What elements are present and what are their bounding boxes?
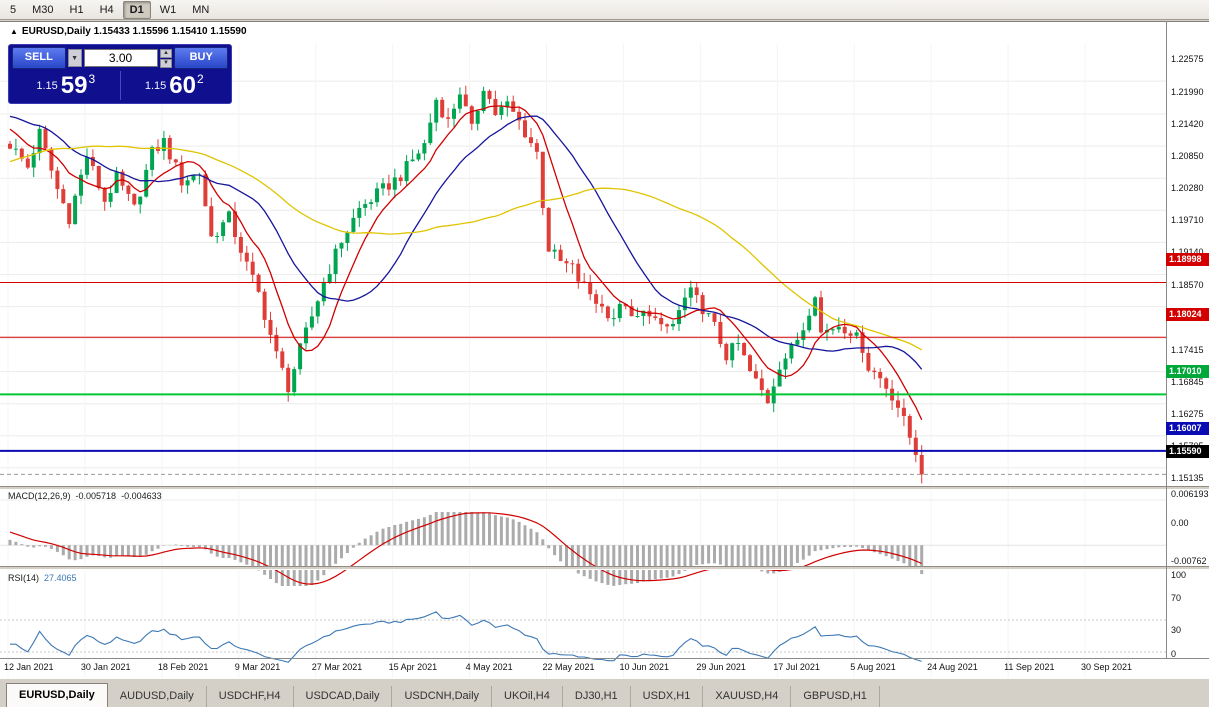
- macd-name: MACD(12,26,9): [8, 491, 71, 501]
- price-line-badge: 1.15590: [1166, 445, 1209, 459]
- chart-header: ▲ EURUSD,Daily 1.15433 1.15596 1.15410 1.…: [10, 26, 247, 37]
- chart-tab-xauusd[interactable]: XAUUSD,H4: [703, 686, 792, 707]
- price-axis-tick: 1.21420: [1171, 119, 1204, 130]
- macd-value-main: -0.005718: [75, 491, 117, 501]
- chart-tab-audusd[interactable]: AUDUSD,Daily: [108, 686, 207, 707]
- one-click-controls-row: SELL ▼ ▲ ▼ BUY: [12, 47, 228, 69]
- sell-price-small: 1.15: [36, 79, 58, 92]
- price-axis-tick: 1.15135: [1171, 472, 1204, 483]
- chart-tab-ukoil[interactable]: UKOil,H4: [492, 686, 563, 707]
- price-axis-tick: 1.19140: [1171, 247, 1204, 258]
- price-axis-separator: [1166, 21, 1167, 658]
- date-axis-label: 18 Feb 2021: [157, 662, 209, 672]
- date-axis-label: 9 Mar 2021: [234, 662, 281, 672]
- volume-up-icon[interactable]: ▲: [159, 49, 173, 58]
- chart-tab-usdchf[interactable]: USDCHF,H4: [207, 686, 294, 707]
- macd-value-signal: -0.004633: [121, 491, 162, 501]
- one-click-trading-panel: SELL ▼ ▲ ▼ BUY 1.15 59 3 1.15 60 2: [8, 44, 232, 104]
- chart-tab-usdx[interactable]: USDX,H1: [631, 686, 704, 707]
- date-axis-label: 17 Jul 2021: [773, 662, 820, 672]
- panel-separator-macd[interactable]: [0, 486, 1209, 490]
- buy-price-display[interactable]: 1.15 60 2: [121, 71, 229, 100]
- macd-axis-label: 0.006193: [1171, 489, 1209, 499]
- date-axis-separator: [0, 658, 1209, 659]
- rsi-axis-label: 0: [1171, 649, 1177, 659]
- chart-window: [0, 21, 1209, 678]
- date-axis-label: 27 Mar 2021: [311, 662, 363, 672]
- price-axis-tick: 1.20850: [1171, 151, 1204, 162]
- buy-button[interactable]: BUY: [174, 47, 228, 69]
- date-axis-label: 4 May 2021: [465, 662, 513, 672]
- rsi-name: RSI(14): [8, 573, 40, 583]
- timeframe-button-5[interactable]: 5: [10, 3, 17, 16]
- price-axis-tick: 1.17415: [1171, 344, 1204, 355]
- rsi-axis-label: 30: [1171, 625, 1182, 635]
- sell-price-sup: 3: [88, 71, 96, 86]
- rsi-value: 27.4065: [44, 573, 77, 583]
- date-axis-label: 22 May 2021: [542, 662, 595, 672]
- timeframe-button-m30[interactable]: M30: [32, 3, 54, 16]
- timeframe-button-h1[interactable]: H1: [69, 3, 84, 16]
- chart-tab-bar: EURUSD,Daily AUDUSD,Daily USDCHF,H4 USDCAD,…: [0, 678, 1209, 707]
- rsi-axis-label: 70: [1171, 593, 1182, 603]
- chart-ohlc-values: 1.15433 1.15596 1.15410 1.15590: [93, 26, 247, 37]
- one-click-prices-row: 1.15 59 3 1.15 60 2: [12, 71, 228, 100]
- date-axis-label: 11 Sep 2021: [1004, 662, 1055, 672]
- buy-price-sup: 2: [196, 71, 204, 86]
- macd-indicator-label: MACD(12,26,9) -0.005718 -0.004633: [8, 491, 162, 501]
- date-axis-label: 15 Apr 2021: [388, 662, 438, 672]
- macd-axis-label: 0.00: [1171, 518, 1189, 529]
- chart-tab-usdcnh[interactable]: USDCNH,Daily: [392, 686, 493, 707]
- sell-button[interactable]: SELL: [12, 47, 66, 69]
- date-axis-label: 5 Aug 2021: [850, 662, 896, 672]
- date-axis-label: 29 Jun 2021: [696, 662, 746, 672]
- volume-input[interactable]: [83, 49, 158, 67]
- timeframe-toolbar: 5 M30 H1 H4 D1 W1 MN: [0, 0, 1209, 20]
- chart-tab-dj30[interactable]: DJ30,H1: [563, 686, 631, 707]
- date-axis-label: 30 Jan 2021: [80, 662, 131, 672]
- buy-price-big: 60: [169, 71, 196, 99]
- one-click-collapse-toggle[interactable]: ▲: [10, 27, 18, 36]
- price-axis-tick: 1.16275: [1171, 408, 1204, 419]
- chart-tab-usdcad[interactable]: USDCAD,Daily: [294, 686, 393, 707]
- volume-dropdown-icon[interactable]: ▼: [67, 49, 82, 67]
- timeframe-button-mn[interactable]: MN: [192, 3, 210, 16]
- price-line-badge: 1.18998: [1166, 253, 1209, 267]
- buy-price-small: 1.15: [144, 79, 167, 92]
- timeframe-button-d1[interactable]: D1: [122, 0, 151, 19]
- price-line-badge: 1.17010: [1166, 365, 1209, 379]
- price-axis-tick: 1.19710: [1171, 215, 1204, 226]
- chart-symbol-period: EURUSD,Daily: [21, 26, 91, 37]
- date-axis-label: 30 Sep 2021: [1081, 662, 1133, 672]
- date-axis-label: 24 Aug 2021: [927, 662, 978, 672]
- volume-down-icon[interactable]: ▼: [159, 59, 173, 68]
- price-axis-tick: 1.16845: [1171, 376, 1204, 387]
- price-line-badge: 1.18024: [1166, 308, 1209, 322]
- rsi-axis-label: 100: [1171, 570, 1187, 580]
- macd-axis-label: -0.00762: [1171, 556, 1207, 566]
- rsi-indicator-label: RSI(14) 27.4065: [8, 573, 77, 583]
- chart-tab-gbpusd[interactable]: GBPUSD,H1: [791, 686, 880, 707]
- timeframe-button-w1[interactable]: W1: [159, 3, 177, 16]
- price-axis-tick: 1.22575: [1171, 54, 1204, 65]
- sell-price-big: 59: [60, 71, 88, 99]
- date-axis-label: 10 Jun 2021: [619, 662, 669, 672]
- panel-separator-rsi[interactable]: [0, 566, 1209, 570]
- price-line-badge: 1.16007: [1166, 421, 1209, 435]
- chart-tab-eurusd[interactable]: EURUSD,Daily: [6, 683, 108, 707]
- date-axis-label: 12 Jan 2021: [4, 662, 54, 672]
- price-axis-tick: 1.18570: [1171, 279, 1204, 290]
- volume-stepper: ▲ ▼: [159, 49, 173, 68]
- sell-price-display[interactable]: 1.15 59 3: [12, 71, 121, 100]
- price-axis-tick: 1.21990: [1171, 87, 1204, 97]
- timeframe-button-h4[interactable]: H4: [99, 3, 114, 16]
- chart-canvas[interactable]: [0, 44, 1166, 680]
- price-axis-tick: 1.20280: [1171, 183, 1204, 194]
